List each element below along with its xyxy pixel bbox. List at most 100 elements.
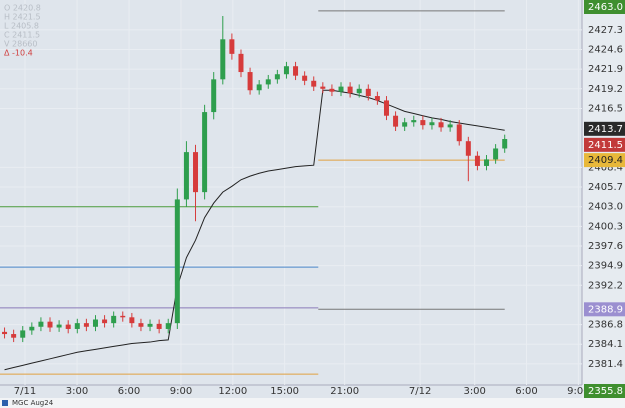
price-label: 2388.9 xyxy=(588,304,623,315)
candle-body xyxy=(65,324,71,329)
price-label-box xyxy=(584,384,625,398)
info-line: H 2421.5 xyxy=(4,13,41,22)
y-tick-label: 2400.3 xyxy=(588,221,623,232)
candle-body xyxy=(347,86,353,94)
x-tick-label: 15:00 xyxy=(270,386,299,397)
candle-body xyxy=(456,124,462,142)
candle-body xyxy=(111,315,117,324)
info-line: O 2420.8 xyxy=(4,4,41,13)
x-tick-label: 6:00 xyxy=(118,386,140,397)
candle-body xyxy=(302,75,308,81)
candle-body xyxy=(320,86,326,89)
candle-body xyxy=(484,159,490,166)
price-label-box xyxy=(584,0,625,14)
candle-body xyxy=(193,152,199,193)
candle-body xyxy=(420,120,426,126)
candle-body xyxy=(202,112,208,193)
candle-body xyxy=(156,323,162,329)
price-axis-panel xyxy=(582,0,625,398)
y-tick-label: 2403.0 xyxy=(588,202,623,213)
candle-body xyxy=(283,66,289,75)
candle-body xyxy=(274,74,280,80)
x-tick-label: 3:00 xyxy=(66,386,88,397)
plot-area xyxy=(0,10,508,375)
candle-body xyxy=(47,321,53,328)
x-tick-label: 6:00 xyxy=(515,386,537,397)
candle-body xyxy=(220,39,226,80)
candle-body xyxy=(356,88,362,94)
price-label: 2463.0 xyxy=(588,2,623,13)
candle-body xyxy=(83,323,89,327)
candle-body xyxy=(438,122,444,128)
price-label-box xyxy=(584,137,625,152)
candle-body xyxy=(238,53,244,73)
candle-body xyxy=(56,324,62,328)
candle-body xyxy=(120,315,126,318)
y-tick-label: 2421.9 xyxy=(588,64,623,75)
candle-body xyxy=(165,323,171,329)
candle-body xyxy=(102,319,108,324)
candle-body xyxy=(129,317,135,324)
y-tick-label: 2424.6 xyxy=(588,44,623,55)
vwap-line xyxy=(4,89,505,371)
candle-body xyxy=(311,80,317,87)
x-tick-label: 7/11 xyxy=(14,386,36,397)
x-tick-label: 7/12 xyxy=(409,386,431,397)
price-label-box xyxy=(584,121,625,136)
candle-body xyxy=(465,141,471,156)
candle-body xyxy=(92,319,98,327)
candle-body xyxy=(338,86,344,92)
x-tick-label: 21:00 xyxy=(330,386,359,397)
price-label-box xyxy=(584,153,625,168)
y-tick-label: 2384.1 xyxy=(588,339,623,350)
y-tick-label: 2381.4 xyxy=(588,359,623,370)
x-tick-label: 3:00 xyxy=(463,386,485,397)
candle-body xyxy=(293,66,299,76)
candle-body xyxy=(229,39,235,54)
y-tick-label: 2408.4 xyxy=(588,162,623,173)
candle-body xyxy=(2,331,8,335)
y-tick-label: 2397.6 xyxy=(588,241,623,252)
price-label: 2411.5 xyxy=(588,140,623,151)
x-tick-label: 12:00 xyxy=(218,386,247,397)
candle-body xyxy=(20,330,26,338)
candle-body xyxy=(11,334,17,338)
y-tick-label: 2419.2 xyxy=(588,84,623,95)
candle-body xyxy=(138,323,144,327)
y-tick-label: 2394.9 xyxy=(588,261,623,272)
info-line: C 2411.5 xyxy=(4,31,40,40)
candle-body xyxy=(29,326,35,331)
candle-body xyxy=(374,96,380,101)
x-tick-label: 9:00 xyxy=(170,386,192,397)
candle-body xyxy=(411,120,417,123)
price-label: 2413.7 xyxy=(588,124,623,135)
candle-body xyxy=(502,139,508,149)
symbol-icon xyxy=(2,400,8,406)
candle-body xyxy=(147,323,153,327)
candle-body xyxy=(247,72,253,91)
candle-body xyxy=(183,152,189,200)
symbol-label: MGC Aug24 xyxy=(12,399,54,407)
info-line: L 2405.8 xyxy=(4,22,39,31)
price-label: 2409.4 xyxy=(588,155,623,166)
x-tick-label: 9:00 xyxy=(567,386,589,397)
price-label-box xyxy=(584,302,625,317)
candle-body xyxy=(74,323,80,329)
info-line: Δ -10.4 xyxy=(4,49,33,58)
candle-body xyxy=(265,79,271,85)
candle-body xyxy=(256,84,262,91)
info-line: V 28660 xyxy=(4,40,37,49)
y-tick-label: 2386.8 xyxy=(588,320,623,331)
candle-body xyxy=(493,148,499,160)
price-label: 2355.8 xyxy=(588,386,623,397)
candle-body xyxy=(211,79,217,113)
candle-body xyxy=(393,115,399,127)
candle-body xyxy=(447,124,453,128)
candle-body xyxy=(38,321,44,327)
y-tick-label: 2405.7 xyxy=(588,182,623,193)
y-tick-label: 2392.2 xyxy=(588,280,623,291)
candle-body xyxy=(329,88,335,92)
candle-body xyxy=(474,155,480,166)
